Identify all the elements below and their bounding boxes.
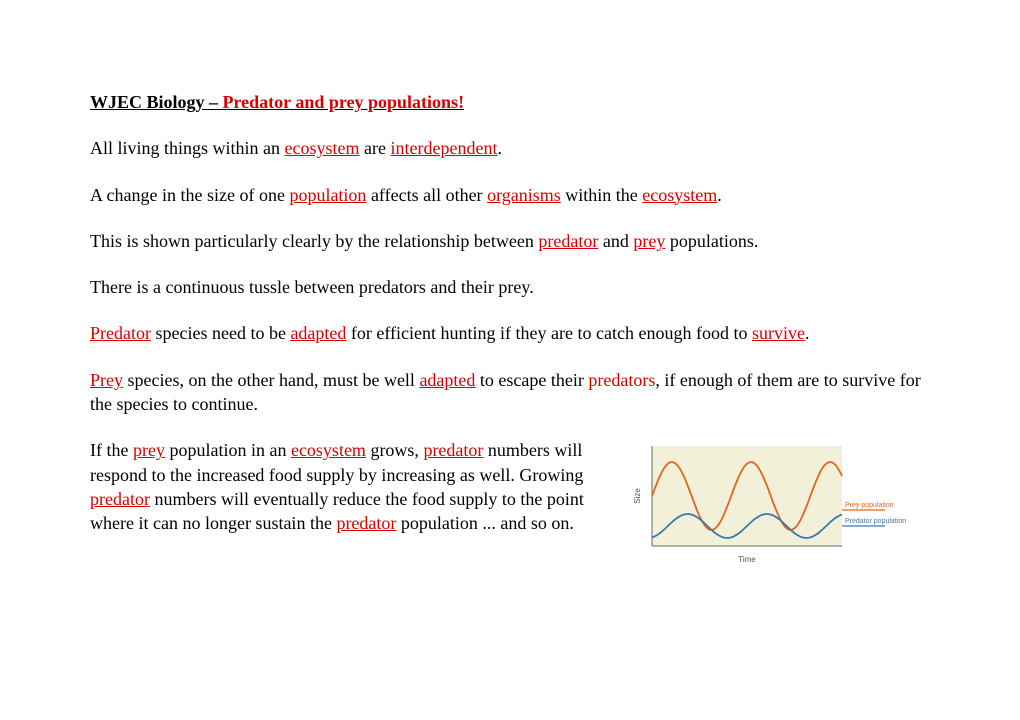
paragraph-4: There is a continuous tussle between pre…: [90, 275, 930, 299]
key-ecosystem: ecosystem: [642, 185, 717, 205]
document-page: WJEC Biology – Predator and prey populat…: [0, 0, 1020, 585]
key-predator: predator: [538, 231, 598, 251]
key-survive: survive: [752, 323, 805, 343]
paragraph-5: Predator species need to be adapted for …: [90, 321, 930, 345]
key-adapted: adapted: [419, 370, 475, 390]
key-interdependent: interdependent: [390, 138, 497, 158]
bottom-row: If the prey population in an ecosystem g…: [90, 438, 930, 584]
paragraph-7: If the prey population in an ecosystem g…: [90, 438, 612, 535]
page-title: WJEC Biology – Predator and prey populat…: [90, 90, 930, 114]
chart-svg: Time Size Prey population Predator populati…: [630, 438, 930, 578]
key-predator: predator: [423, 440, 483, 460]
paragraph-2: A change in the size of one population a…: [90, 183, 930, 207]
key-organisms: organisms: [487, 185, 561, 205]
paragraph-6: Prey species, on the other hand, must be…: [90, 368, 930, 417]
title-prefix: WJEC Biology –: [90, 92, 223, 112]
key-ecosystem: ecosystem: [291, 440, 366, 460]
paragraph-3: This is shown particularly clearly by th…: [90, 229, 930, 253]
key-ecosystem: ecosystem: [285, 138, 360, 158]
key-predator: predator: [90, 489, 150, 509]
svg-text:Prey population: Prey population: [845, 502, 894, 509]
key-adapted: adapted: [290, 323, 346, 343]
svg-text:Size: Size: [633, 488, 642, 504]
key-predator: Predator: [90, 323, 151, 343]
key-prey: prey: [633, 231, 665, 251]
key-prey: prey: [133, 440, 165, 460]
paragraph-1: All living things within an ecosystem ar…: [90, 136, 930, 160]
key-predators: predators: [588, 370, 655, 390]
predator-prey-chart: Time Size Prey population Predator populati…: [630, 438, 930, 584]
svg-text:Predator population: Predator population: [845, 518, 906, 525]
key-predator: predator: [336, 513, 396, 533]
key-prey: Prey: [90, 370, 123, 390]
key-population: population: [289, 185, 366, 205]
title-red: Predator and prey populations!: [223, 92, 465, 112]
svg-text:Time: Time: [738, 555, 756, 564]
